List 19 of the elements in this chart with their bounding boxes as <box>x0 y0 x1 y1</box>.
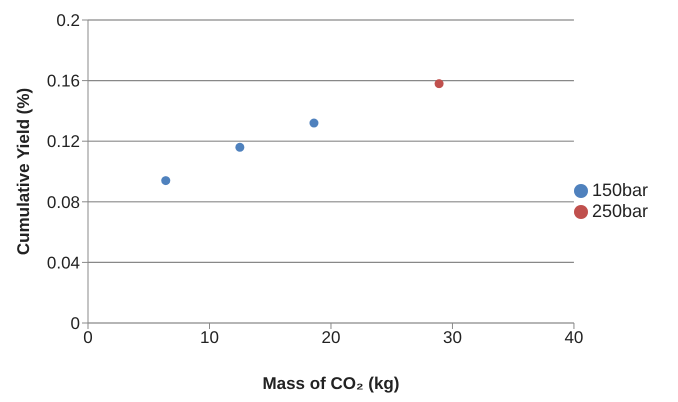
y-tick-label: 0.12 <box>46 132 80 152</box>
point <box>434 79 444 88</box>
legend-label: 150bar <box>592 180 648 200</box>
x-tick-label: 20 <box>322 328 340 348</box>
y-tick-label: 0.04 <box>46 253 80 272</box>
y-axis-title: Cumulative Yield (%) <box>14 88 34 256</box>
y-tick-label: 0.08 <box>46 192 80 212</box>
x-axis-title: Mass of CO₂ (kg) <box>262 374 400 394</box>
y-tick-label: 0 <box>70 314 80 334</box>
point <box>161 176 170 186</box>
x-tick-label: 30 <box>442 328 462 348</box>
y-tick-label: 0.16 <box>46 72 80 91</box>
x-tick-label: 0 <box>83 328 93 348</box>
point <box>235 142 244 152</box>
x-tick-label: 40 <box>564 328 584 348</box>
point <box>309 118 318 128</box>
legend-label: 250bar <box>592 200 648 220</box>
y-tick-label: 0.2 <box>56 11 80 30</box>
x-tick-label: 10 <box>200 328 219 348</box>
